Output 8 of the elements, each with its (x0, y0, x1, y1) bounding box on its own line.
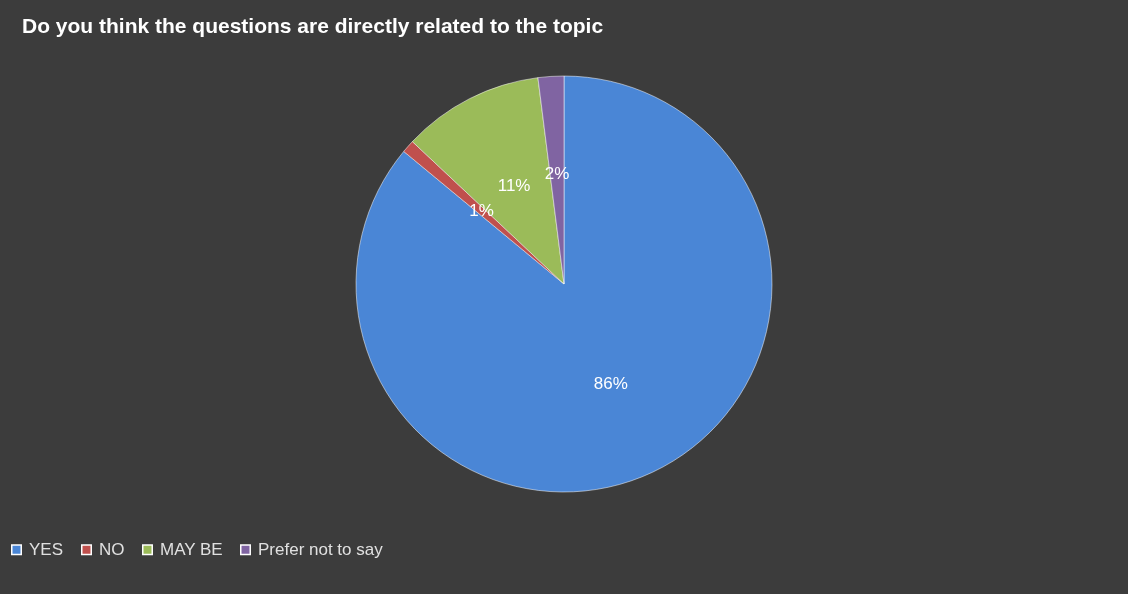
data-label: 86% (593, 373, 628, 393)
legend-label: NO (99, 539, 125, 559)
legend-label: MAY BE (160, 539, 223, 559)
chart-title: Do you think the questions are directly related to the topic (22, 14, 604, 37)
pie-slice (355, 75, 773, 492)
legend-label: YES (29, 539, 64, 559)
legend-label: Prefer not to say (258, 539, 384, 559)
data-label: 11% (497, 175, 531, 195)
